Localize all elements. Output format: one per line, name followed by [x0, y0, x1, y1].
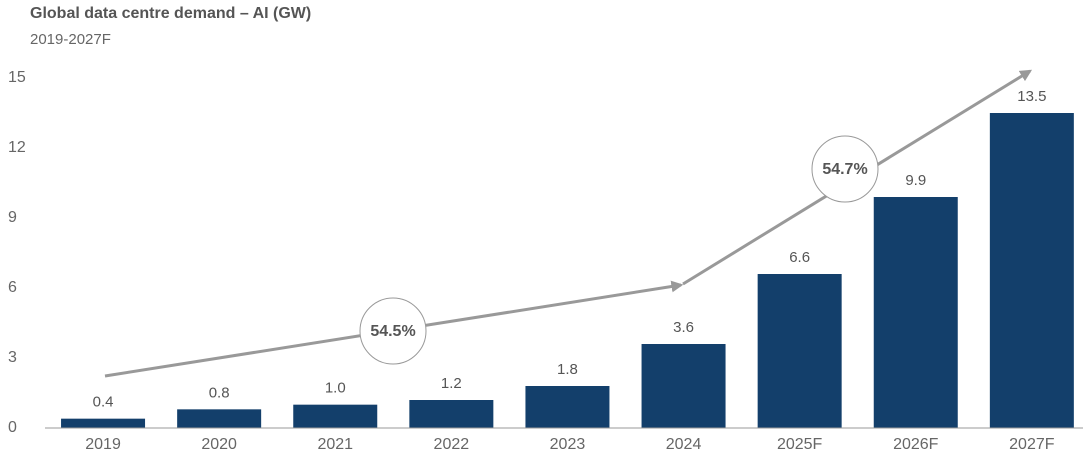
cagr-label: 54.7%	[822, 161, 867, 178]
x-tick-label: 2024	[666, 436, 702, 453]
cagr-circle	[359, 297, 427, 365]
bar	[757, 274, 842, 428]
value-label: 0.8	[209, 384, 230, 401]
value-label: 9.9	[905, 172, 926, 189]
bar	[989, 113, 1074, 428]
bar	[641, 344, 726, 428]
cagr-arrows: 54.5% 54.7%	[104, 69, 1033, 378]
value-label: 0.4	[93, 394, 114, 411]
cagr-label: 54.5%	[370, 323, 415, 340]
y-tick-label: 12	[8, 139, 26, 156]
chart-title: Global data centre demand – AI (GW)	[30, 5, 311, 22]
chart-subtitle: 2019-2027F	[30, 31, 111, 48]
x-tick-label: 2027F	[1009, 436, 1055, 453]
plot: 0 3 6 9 12 15 2019 0.4 2020 0.8 2021 1.0 2022 1.2 2023…	[8, 69, 1074, 453]
y-tick-label: 3	[8, 349, 17, 366]
y-tick-label: 15	[8, 69, 26, 86]
y-tick-label: 6	[8, 279, 17, 296]
bar	[409, 400, 494, 428]
cagr-circle	[811, 135, 879, 203]
x-tick-label: 2019	[85, 436, 121, 453]
x-tick-label: 2023	[550, 436, 586, 453]
y-tick-label: 9	[8, 209, 17, 226]
bar	[293, 404, 378, 428]
bar	[61, 418, 146, 428]
x-tick-label: 2025F	[777, 436, 823, 453]
value-label: 13.5	[1017, 88, 1046, 105]
bar	[873, 197, 958, 428]
x-tick-label: 2026F	[893, 436, 939, 453]
x-tick-label: 2020	[201, 436, 237, 453]
bar	[177, 409, 262, 428]
value-label: 1.0	[325, 380, 346, 397]
value-label: 6.6	[789, 249, 810, 266]
value-label: 1.2	[441, 375, 462, 392]
value-label: 1.8	[557, 361, 578, 378]
x-tick-label: 2022	[434, 436, 470, 453]
value-label: 3.6	[673, 319, 694, 336]
x-tick-label: 2021	[317, 436, 353, 453]
bar	[525, 386, 610, 428]
y-tick-label: 0	[8, 419, 17, 436]
